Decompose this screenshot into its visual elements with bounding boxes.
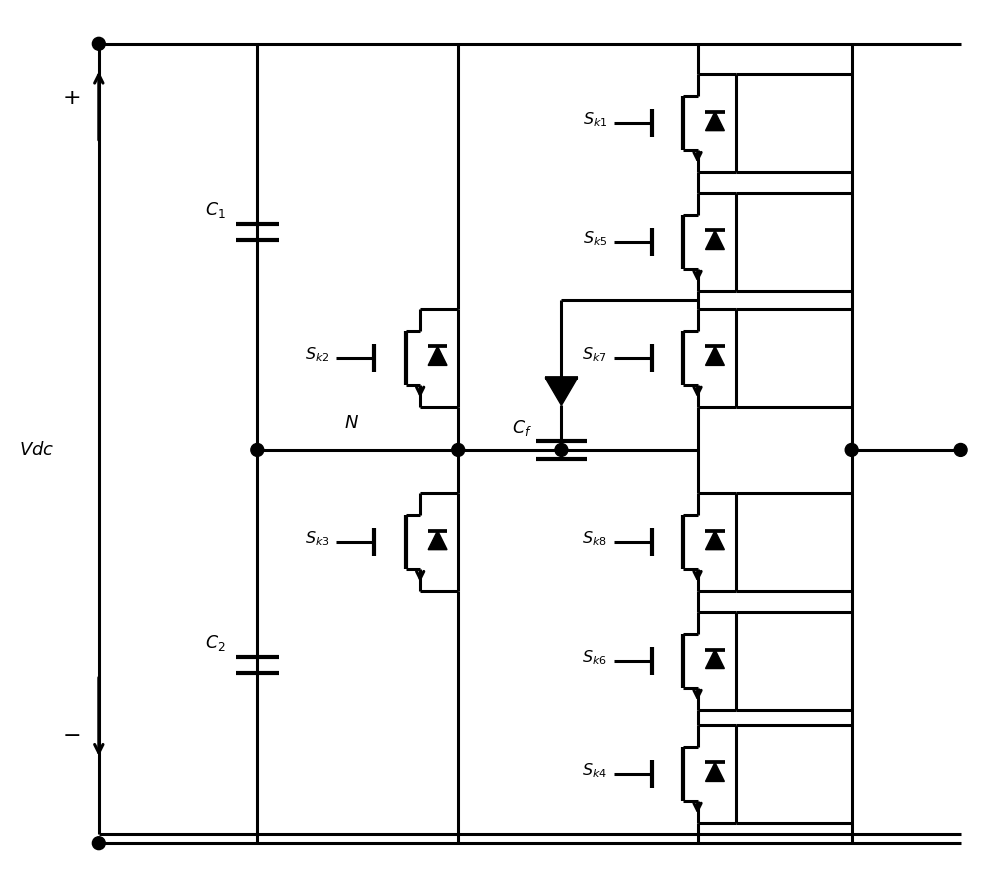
Text: $+$: $+$ xyxy=(62,88,80,109)
Polygon shape xyxy=(428,531,447,550)
Polygon shape xyxy=(706,112,724,131)
Polygon shape xyxy=(428,346,447,366)
Text: $S_{k7}$: $S_{k7}$ xyxy=(582,345,607,364)
Circle shape xyxy=(251,443,264,457)
Circle shape xyxy=(954,443,967,457)
Text: $C_2$: $C_2$ xyxy=(205,633,226,653)
Polygon shape xyxy=(706,650,724,668)
Text: $S_{k4}$: $S_{k4}$ xyxy=(582,761,607,780)
Text: $C_f$: $C_f$ xyxy=(512,418,532,438)
Circle shape xyxy=(452,443,465,457)
Circle shape xyxy=(92,836,105,850)
Text: $S_{k1}$: $S_{k1}$ xyxy=(583,111,607,129)
Polygon shape xyxy=(706,763,724,781)
Text: $-$: $-$ xyxy=(62,723,80,745)
Text: $N$: $N$ xyxy=(344,414,359,432)
Text: $S_{k8}$: $S_{k8}$ xyxy=(582,529,607,548)
Text: $S_{k5}$: $S_{k5}$ xyxy=(583,229,607,248)
Text: $S_{k3}$: $S_{k3}$ xyxy=(305,529,330,548)
Circle shape xyxy=(845,443,858,457)
Text: $Vdc$: $Vdc$ xyxy=(19,441,54,459)
Text: $S_{k2}$: $S_{k2}$ xyxy=(305,345,330,364)
Polygon shape xyxy=(706,531,724,550)
Text: $S_{k6}$: $S_{k6}$ xyxy=(582,649,607,667)
Circle shape xyxy=(555,443,568,457)
Polygon shape xyxy=(706,230,724,250)
Circle shape xyxy=(92,37,105,50)
Text: $C_1$: $C_1$ xyxy=(205,200,226,220)
Polygon shape xyxy=(706,346,724,366)
Polygon shape xyxy=(545,378,578,405)
